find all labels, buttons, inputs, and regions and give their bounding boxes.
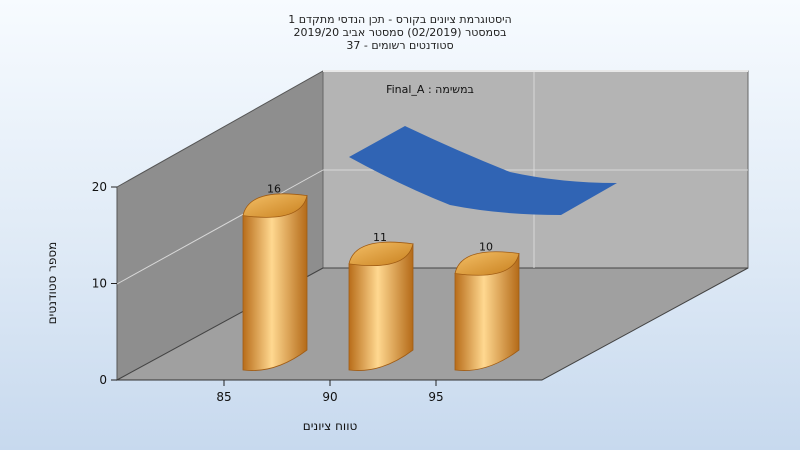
legend-label: במשימה : Final_A bbox=[386, 83, 474, 96]
chart-title-line-3: סטודנטים רשומים - 37 bbox=[346, 39, 453, 52]
x-axis: 85 90 95 bbox=[216, 380, 444, 404]
y-tick-label: 0 bbox=[99, 373, 107, 387]
x-tick-label: 85 bbox=[216, 390, 231, 404]
y-tick-label: 20 bbox=[92, 180, 107, 194]
y-axis: 0 10 20 bbox=[92, 180, 117, 387]
x-tick-label: 95 bbox=[428, 390, 443, 404]
series-ribbon bbox=[349, 126, 617, 215]
bar-95 bbox=[454, 252, 520, 371]
data-label-90: 11 bbox=[373, 231, 387, 244]
bar-top-95 bbox=[454, 251, 520, 276]
bar-90 bbox=[348, 243, 414, 371]
gridline-side-mid bbox=[116, 169, 324, 285]
data-label-85: 16 bbox=[267, 183, 281, 196]
chart-title-line-1: היסטוגרמת ציונים בקורס - תכן הנדסי מתקדם… bbox=[288, 13, 512, 26]
y-axis-title: מספר סטודנטים bbox=[45, 242, 59, 325]
x-tick-label: 90 bbox=[322, 390, 337, 404]
chart-title-line-2: בסמסטר (02/2019) סמסטר אביב 2019/20 bbox=[293, 26, 506, 39]
y-tick-label: 10 bbox=[92, 277, 107, 291]
bar-85 bbox=[242, 195, 308, 371]
x-axis-title: טווח ציונים bbox=[303, 419, 358, 433]
data-label-95: 10 bbox=[479, 241, 493, 254]
bar-top-90 bbox=[348, 241, 414, 267]
bar-top-85 bbox=[242, 193, 308, 218]
bars-group: 16 11 10 bbox=[242, 183, 520, 371]
